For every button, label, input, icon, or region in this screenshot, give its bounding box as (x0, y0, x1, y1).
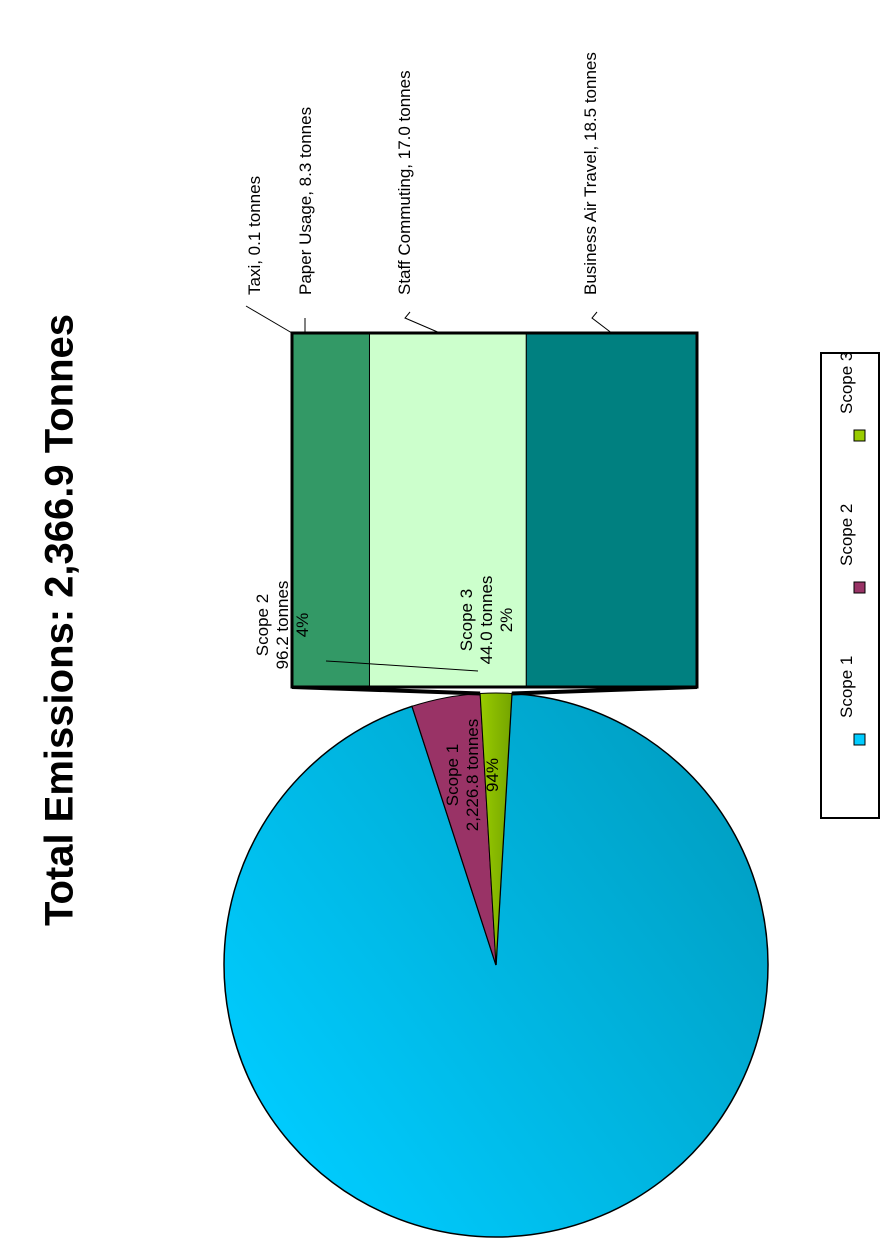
data-label-scope-2-percent: 4% (293, 613, 312, 638)
leader-line-taxi (245, 305, 293, 334)
leader-line-scope-2 (325, 660, 479, 672)
data-label-scope-1-name: Scope 1 (443, 744, 462, 806)
data-label-scope-2-value: 96.2 tonnes (273, 581, 292, 670)
data-label-scope-3-value: 44.0 tonnes (477, 576, 496, 665)
bar-segment-business-air-travel (525, 332, 698, 688)
data-label-scope-3: Scope 3 44.0 tonnes 2% (457, 576, 516, 665)
pie (223, 692, 769, 1238)
legend-swatch-scope-2 (853, 581, 866, 594)
data-label-scope-3-percent: 2% (497, 608, 516, 633)
data-label-scope-1: Scope 1 2,226.8 tonnes 94% (443, 719, 502, 831)
breakdown-label-staff-commuting: Staff Commuting, 17.0 tonnes (395, 70, 414, 295)
legend-label-scope-1: Scope 1 (837, 656, 856, 718)
data-label-scope-3-name: Scope 3 (457, 589, 476, 651)
leader-line-business-air-travel (591, 311, 612, 334)
bar-outline (290, 331, 699, 689)
legend: Scope 1 Scope 2 Scope 3 (820, 352, 880, 819)
chart-title: Total Emissions: 2,366.9 Tonnes (38, 314, 82, 926)
legend-label-scope-3: Scope 3 (837, 352, 856, 414)
legend-swatch-scope-3 (853, 429, 866, 442)
leader-line-staff-commuting (404, 311, 441, 334)
legend-box (820, 352, 880, 819)
breakdown-label-paper-usage: Paper Usage, 8.3 tonnes (296, 107, 315, 295)
data-label-scope-1-value: 2,226.8 tonnes (463, 719, 482, 831)
data-label-scope-1-percent: 94% (483, 758, 502, 792)
legend-label-scope-2: Scope 2 (837, 504, 856, 566)
breakdown-label-business-air-travel: Business Air Travel, 18.5 tonnes (581, 52, 600, 295)
pie-slice-scope-3 (479, 692, 513, 966)
breakdown-label-taxi: Taxi, 0.1 tonnes (245, 176, 264, 295)
legend-swatch-scope-1 (853, 733, 866, 746)
breakdown-bar (290, 331, 699, 689)
pie-slice-scope-1 (223, 692, 769, 1238)
data-label-scope-2: Scope 2 96.2 tonnes 4% (253, 581, 312, 670)
breakdown-labels: Taxi, 0.1 tonnes Paper Usage, 8.3 tonnes… (245, 52, 612, 334)
data-label-scope-2-name: Scope 2 (253, 594, 272, 656)
bar-segment-staff-commuting (368, 332, 527, 688)
